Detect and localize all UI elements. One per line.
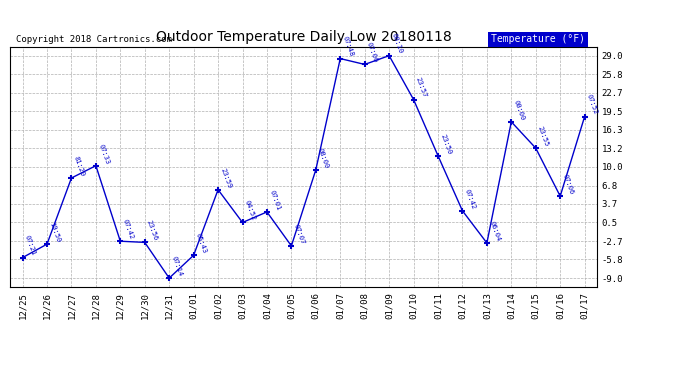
Text: 00:00: 00:00	[513, 99, 526, 121]
Text: 07:06: 07:06	[366, 42, 379, 63]
Text: 06:04: 06:04	[488, 220, 501, 242]
Text: 07:33: 07:33	[97, 143, 110, 165]
Text: 07:42: 07:42	[464, 188, 477, 210]
Text: 23:56: 23:56	[146, 219, 159, 242]
Text: 07:48: 07:48	[342, 36, 355, 58]
Text: 23:57: 23:57	[415, 76, 428, 99]
Text: Copyright 2018 Cartronics.com: Copyright 2018 Cartronics.com	[17, 36, 172, 45]
Text: 07:14: 07:14	[170, 255, 184, 277]
Text: 00:10: 00:10	[391, 33, 403, 55]
Title: Outdoor Temperature Daily Low 20180118: Outdoor Temperature Daily Low 20180118	[156, 30, 451, 44]
Text: 07:06: 07:06	[562, 173, 574, 195]
Text: 23:55: 23:55	[537, 125, 550, 147]
Text: 05:43: 05:43	[195, 232, 208, 254]
Text: 23:50: 23:50	[440, 133, 452, 155]
Text: 07:01: 07:01	[268, 189, 281, 211]
Text: Temperature (°F): Temperature (°F)	[491, 34, 585, 45]
Text: 81:20: 81:20	[72, 155, 86, 177]
Text: 07:52: 07:52	[586, 94, 599, 116]
Text: 23:59: 23:59	[219, 167, 233, 189]
Text: 07:21: 07:21	[23, 235, 37, 257]
Text: 07:42: 07:42	[121, 218, 135, 240]
Text: 08:00: 08:00	[317, 147, 330, 169]
Text: 04:52: 04:52	[244, 200, 257, 222]
Text: 19:50: 19:50	[48, 221, 61, 243]
Text: 07:07: 07:07	[293, 223, 306, 245]
